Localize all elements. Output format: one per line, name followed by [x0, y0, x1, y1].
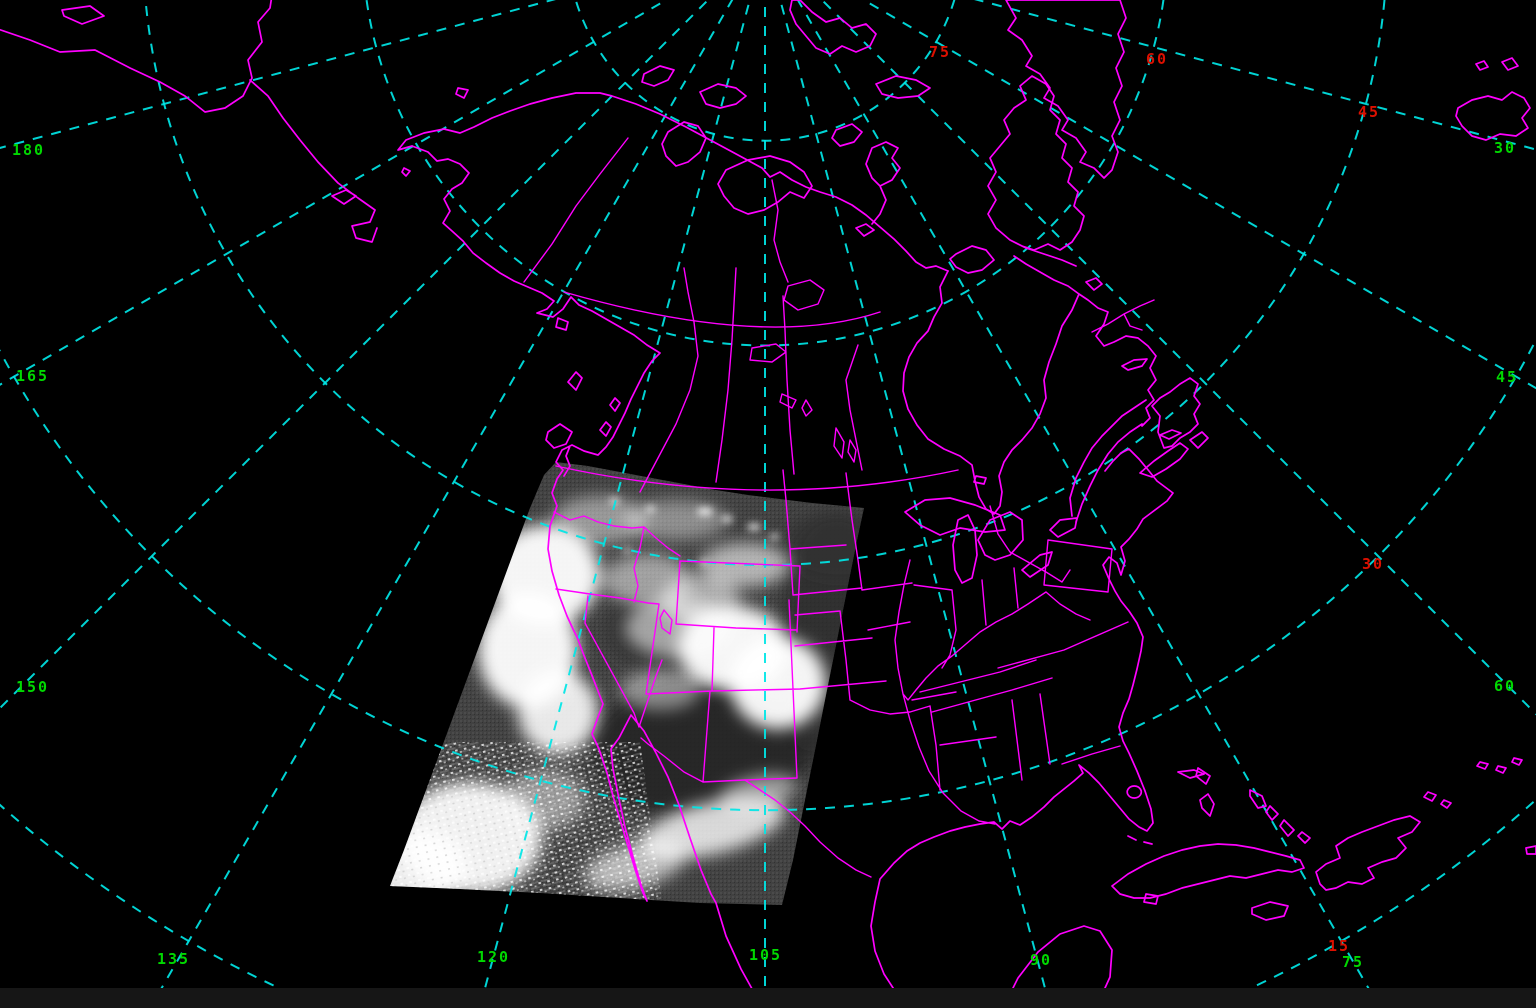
coastline-west — [397, 87, 949, 1008]
grid-label-lon-90: 90 — [1030, 951, 1053, 969]
grid-label-lat-60: 60 — [1146, 50, 1169, 68]
coastline-caribbean — [1111, 757, 1536, 921]
coastline-arctic-islands — [641, 0, 1085, 267]
satellite-swath — [390, 462, 864, 905]
grid-label-lon-165: 165 — [16, 367, 50, 385]
grid-label-lat-45: 45 — [1358, 103, 1381, 121]
grid-label-lon-180: 180 — [12, 141, 46, 159]
grid-label-lon-45: 45 — [1496, 368, 1519, 386]
coastline-hudson-labrador — [902, 245, 1209, 523]
borders-us-states — [553, 469, 1129, 878]
grid-label-lon-30: 30 — [1494, 139, 1517, 157]
coastline-siberia — [0, 0, 411, 243]
grid-label-lon-135: 135 — [157, 950, 191, 968]
grid-label-lon-75: 75 — [1342, 953, 1365, 971]
borders-canada — [523, 137, 1155, 583]
grid-label-lon-60: 60 — [1494, 677, 1517, 695]
grid-label-lon-105: 105 — [749, 946, 783, 964]
great-lakes — [904, 497, 1078, 584]
status-bar: 1 0001 COMPOSITE 22 MAR 19081 170000 000… — [0, 988, 1536, 1008]
coastline-east — [870, 448, 1174, 1008]
grid-label-lat-30: 30 — [1362, 555, 1385, 573]
grid-label-lat-75: 75 — [929, 43, 952, 61]
coastline-greenland-iceland — [1005, 0, 1531, 179]
grid-label-lon-150: 150 — [16, 678, 50, 696]
grid-label-lat-15: 15 — [1328, 937, 1351, 955]
grid-label-lon-120: 120 — [477, 948, 511, 966]
